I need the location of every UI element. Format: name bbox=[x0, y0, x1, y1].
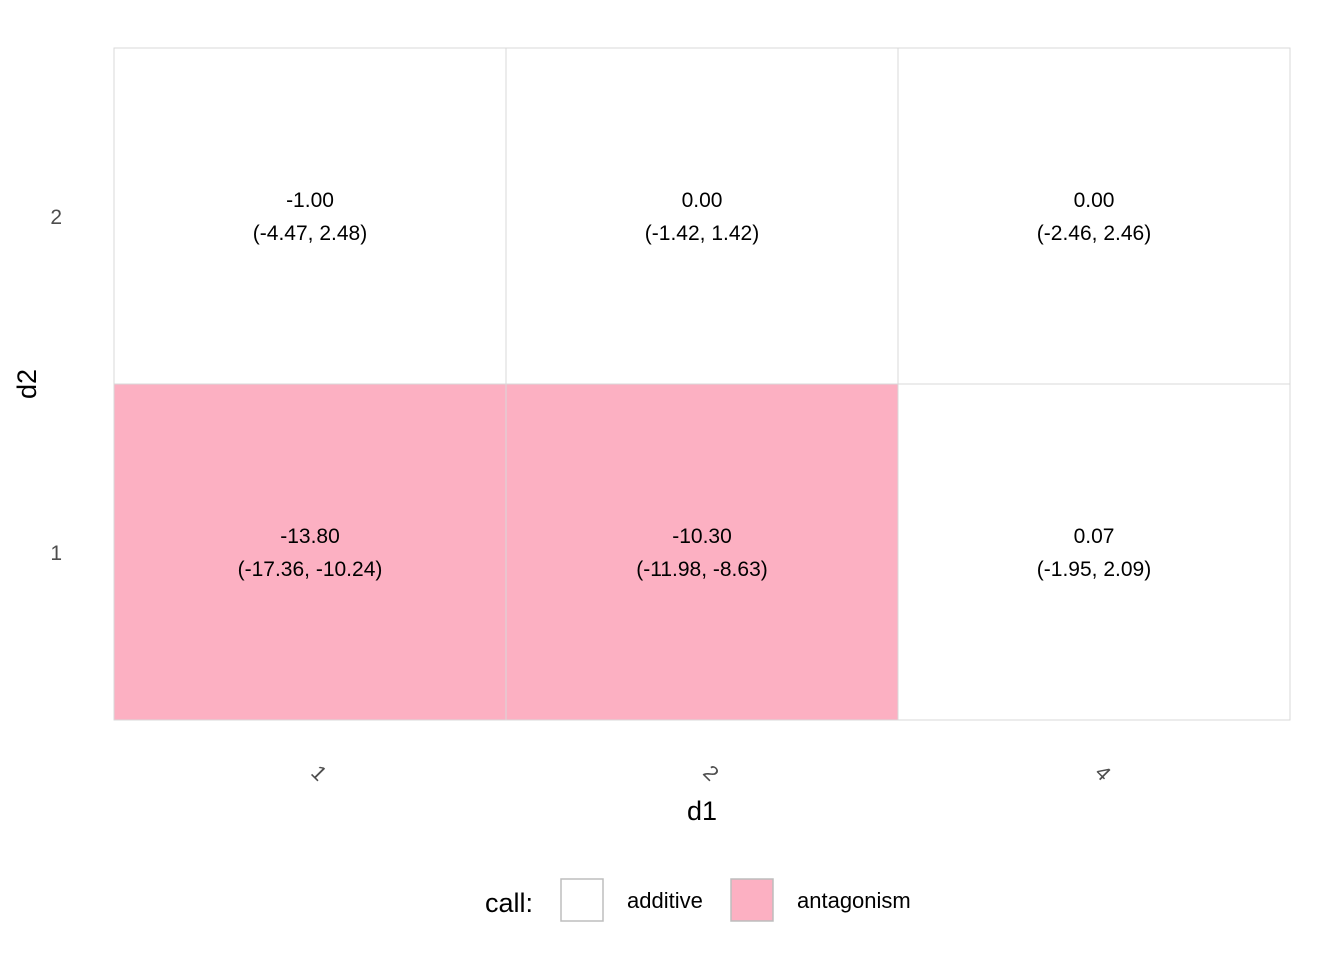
heatmap-cell-4-1 bbox=[897, 383, 1291, 721]
heatmap-cell-4-2 bbox=[897, 47, 1291, 385]
cell-ci-label: (-2.46, 2.46) bbox=[1037, 222, 1151, 245]
heatmap-cell-2-1 bbox=[505, 383, 899, 721]
legend-entries: additive antagonism bbox=[560, 878, 911, 922]
x-tick-label: 4 bbox=[1090, 761, 1115, 786]
cell-value-label: -13.80 bbox=[280, 525, 340, 548]
cell-ci-label: (-1.95, 2.09) bbox=[1037, 558, 1151, 581]
y-tick-label: 1 bbox=[50, 542, 62, 565]
cell-ci-label: (-1.42, 1.42) bbox=[645, 222, 759, 245]
cell-value-label: 0.00 bbox=[682, 189, 723, 212]
legend-label-antagonism: antagonism bbox=[797, 888, 911, 913]
legend-key-additive bbox=[560, 878, 604, 922]
cell-value-label: -10.30 bbox=[672, 525, 732, 548]
y-axis-title: d2 bbox=[12, 369, 42, 399]
cell-ci-label: (-11.98, -8.63) bbox=[636, 558, 768, 581]
x-axis-title: d1 bbox=[687, 796, 717, 826]
legend-key-antagonism bbox=[730, 878, 774, 922]
cell-value-label: 0.00 bbox=[1074, 189, 1115, 212]
heatmap-cells bbox=[113, 47, 1291, 721]
x-axis-ticks: 1 2 4 bbox=[306, 761, 1115, 786]
cell-value-label: 0.07 bbox=[1074, 525, 1115, 548]
legend: call: additive antagonism bbox=[485, 878, 911, 922]
cell-value-label: -1.00 bbox=[286, 189, 334, 212]
x-tick-label: 1 bbox=[306, 761, 331, 786]
legend-label-additive: additive bbox=[627, 888, 703, 913]
x-tick-label: 2 bbox=[698, 761, 723, 786]
heatmap-cell-1-1 bbox=[113, 383, 507, 721]
heatmap-cell-2-2 bbox=[505, 47, 899, 385]
heatmap-cell-labels: -1.00 (-4.47, 2.48) 0.00 (-1.42, 1.42) 0.00 (… bbox=[238, 189, 1152, 581]
heatmap-cell-1-2 bbox=[113, 47, 507, 385]
y-tick-label: 2 bbox=[50, 206, 62, 229]
legend-title: call: bbox=[485, 888, 533, 918]
cell-ci-label: (-4.47, 2.48) bbox=[253, 222, 367, 245]
cell-ci-label: (-17.36, -10.24) bbox=[238, 558, 383, 581]
y-axis-ticks: 12 bbox=[50, 206, 62, 565]
